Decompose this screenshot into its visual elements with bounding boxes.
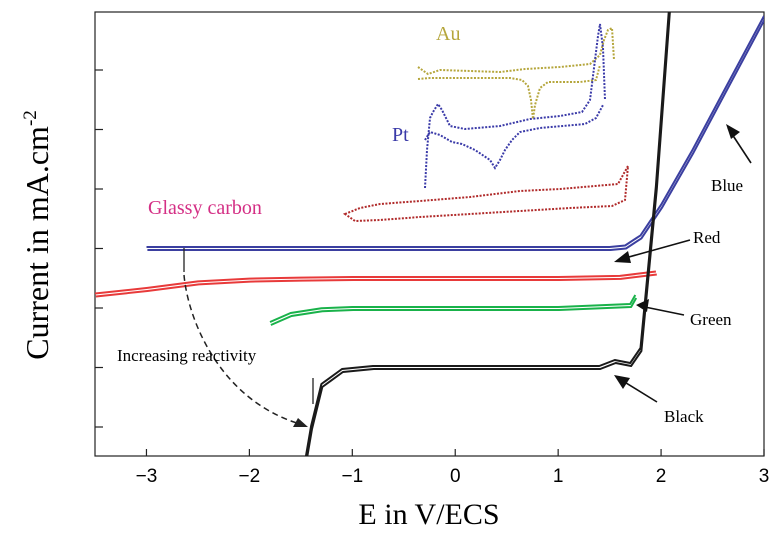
pt-label: Pt: [392, 124, 409, 146]
x-axis-label: E in V/ECS: [358, 498, 499, 531]
x-tick-label: 0: [450, 466, 461, 487]
series-black-forward: [304, 12, 670, 456]
y-ticks: [95, 69, 103, 428]
au-trace: [417, 26, 615, 120]
au-label: Au: [436, 23, 460, 45]
series-blue-forward: [146, 15, 764, 248]
series-red-forward: [95, 270, 657, 295]
x-tick-label: −2: [239, 466, 261, 487]
series-green-return: [270, 297, 638, 326]
series-red-return: [95, 273, 657, 298]
black-label: Black: [664, 407, 704, 426]
series-black-return: [306, 12, 671, 456]
x-tick-label: −3: [136, 466, 158, 487]
red-arrowhead: [614, 251, 631, 263]
plot-frame: [94, 11, 765, 457]
reactivity-arrow: [183, 274, 301, 425]
annotation-arrowheads: [614, 124, 740, 389]
black-arrowhead: [614, 375, 630, 389]
red-arrow: [617, 239, 691, 261]
inset-traces: [342, 23, 629, 223]
green-arrowhead: [636, 299, 649, 312]
glassy-carbon-label: Glassy carbon: [148, 197, 262, 219]
reactivity-label: Increasing reactivity: [117, 346, 257, 365]
x-tick-label: 2: [656, 466, 667, 487]
series-layer: [95, 12, 764, 456]
blue-label: Blue: [711, 176, 743, 195]
red-label: Red: [693, 228, 721, 247]
reactivity-arrowhead: [293, 418, 308, 427]
blue-arrowhead: [726, 124, 740, 139]
pt-trace: [424, 23, 606, 189]
y-axis-label: Current in mA.cm-2: [19, 110, 55, 360]
series-green-forward: [269, 294, 637, 323]
green-label: Green: [690, 310, 732, 329]
x-ticks: −3 −2 −1 0 1 2 3: [136, 449, 770, 487]
x-tick-label: 1: [553, 466, 564, 487]
x-tick-label: 3: [759, 466, 770, 487]
series-blue-return: [147, 18, 764, 251]
x-tick-label: −1: [341, 466, 363, 487]
gc-inset-trace: [342, 165, 629, 223]
